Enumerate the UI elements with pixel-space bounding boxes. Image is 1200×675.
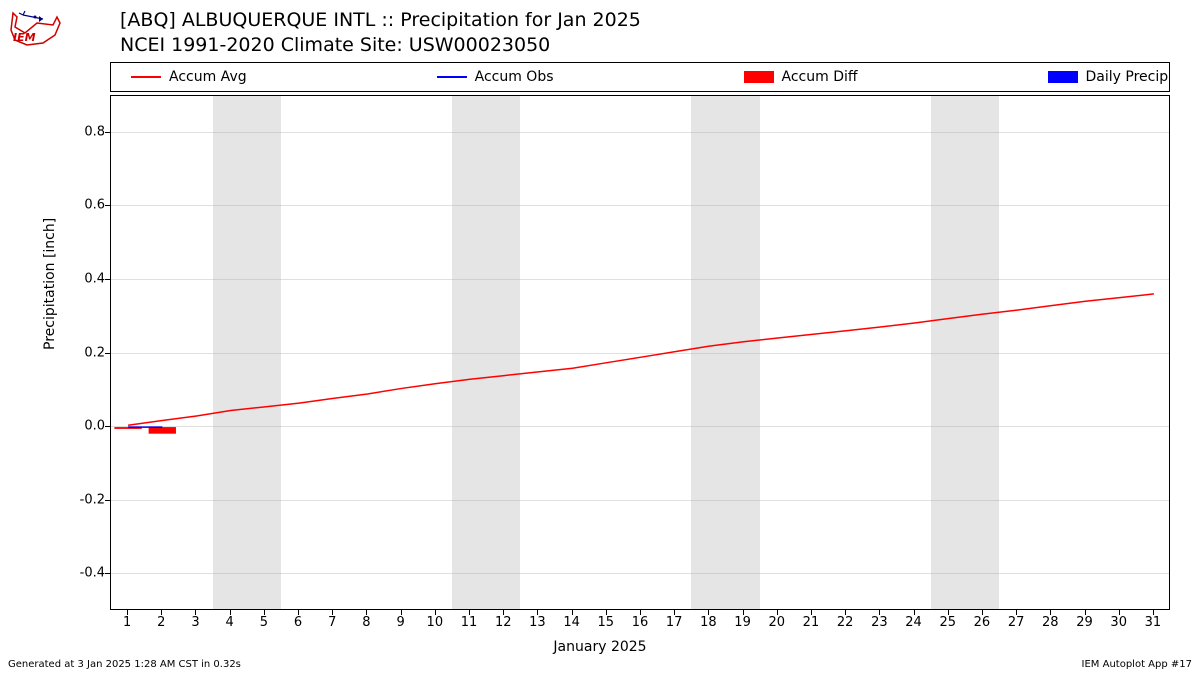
ytick-label: 0.4: [84, 271, 105, 286]
title-line-1: [ABQ] ALBUQUERQUE INTL :: Precipitation …: [120, 8, 641, 33]
ytick-mark: [105, 353, 110, 354]
ytick-mark: [105, 279, 110, 280]
xtick-label: 28: [1042, 615, 1059, 630]
legend-accum-diff: Accum Diff: [744, 69, 858, 85]
xtick-label: 6: [294, 615, 302, 630]
ytick-label: 0.2: [84, 345, 105, 360]
xtick-label: 9: [397, 615, 405, 630]
ytick-label: 0.8: [84, 124, 105, 139]
xtick-label: 31: [1145, 615, 1162, 630]
xtick-label: 8: [362, 615, 370, 630]
xtick-label: 2: [157, 615, 165, 630]
xtick-label: 7: [328, 615, 336, 630]
title-line-2: NCEI 1991-2020 Climate Site: USW00023050: [120, 33, 641, 58]
xtick-label: 12: [495, 615, 512, 630]
legend-label: Accum Diff: [782, 69, 858, 85]
y-axis-label: Precipitation [inch]: [42, 218, 58, 350]
ytick-label: 0.6: [84, 198, 105, 213]
legend-swatch-line-red: [131, 76, 161, 78]
ytick-mark: [105, 573, 110, 574]
xtick-label: 14: [563, 615, 580, 630]
xtick-label: 27: [1008, 615, 1025, 630]
plot-area: [110, 95, 1170, 610]
legend-swatch-rect-red: [744, 71, 774, 83]
ytick-label: -0.4: [80, 566, 105, 581]
plot-svg: [111, 96, 1171, 611]
xtick-label: 29: [1076, 615, 1093, 630]
xtick-label: 24: [905, 615, 922, 630]
ytick-mark: [105, 426, 110, 427]
xtick-label: 11: [461, 615, 478, 630]
xtick-label: 21: [803, 615, 820, 630]
ytick-mark: [105, 132, 110, 133]
accum-avg-line: [128, 294, 1154, 425]
xtick-label: 25: [939, 615, 956, 630]
legend: Accum Avg Accum Obs Accum Diff Daily Pre…: [110, 62, 1170, 92]
xtick-label: 13: [529, 615, 546, 630]
legend-accum-obs: Accum Obs: [437, 69, 554, 85]
iem-logo: IEM: [5, 5, 65, 50]
xtick-label: 3: [191, 615, 199, 630]
ytick-label: -0.2: [80, 492, 105, 507]
svg-text:IEM: IEM: [13, 31, 36, 44]
footer-generated: Generated at 3 Jan 2025 1:28 AM CST in 0…: [8, 659, 241, 670]
legend-label: Accum Obs: [475, 69, 554, 85]
xtick-label: 10: [427, 615, 444, 630]
xtick-label: 18: [700, 615, 717, 630]
xtick-label: 26: [974, 615, 991, 630]
xtick-label: 19: [734, 615, 751, 630]
xtick-label: 1: [123, 615, 131, 630]
accum-diff-bar: [149, 427, 176, 434]
xtick-label: 22: [837, 615, 854, 630]
xtick-label: 20: [768, 615, 785, 630]
legend-swatch-line-blue: [437, 76, 467, 78]
xtick-label: 5: [260, 615, 268, 630]
xtick-label: 23: [871, 615, 888, 630]
xtick-label: 15: [598, 615, 615, 630]
x-axis-label: January 2025: [0, 639, 1200, 655]
xtick-label: 30: [1110, 615, 1127, 630]
footer-app: IEM Autoplot App #17: [1082, 659, 1192, 670]
legend-swatch-rect-blue: [1048, 71, 1078, 83]
legend-daily-precip: Daily Precip: [1048, 69, 1169, 85]
ytick-mark: [105, 500, 110, 501]
legend-accum-avg: Accum Avg: [131, 69, 247, 85]
xtick-label: 17: [666, 615, 683, 630]
ytick-mark: [105, 205, 110, 206]
legend-label: Accum Avg: [169, 69, 247, 85]
chart-title: [ABQ] ALBUQUERQUE INTL :: Precipitation …: [120, 8, 641, 57]
xtick-label: 4: [226, 615, 234, 630]
ytick-label: 0.0: [84, 419, 105, 434]
xtick-label: 16: [632, 615, 649, 630]
legend-label: Daily Precip: [1086, 69, 1169, 85]
